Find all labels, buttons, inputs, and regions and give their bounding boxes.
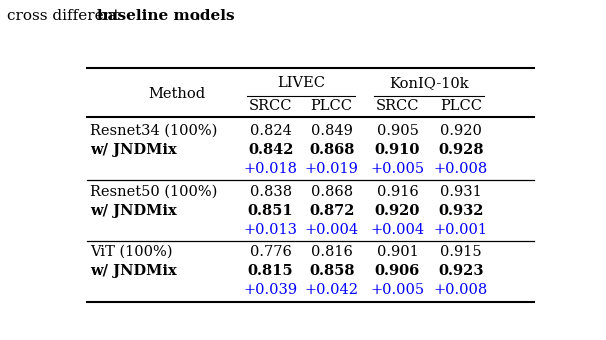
Text: w/ JNDMix: w/ JNDMix [90,264,176,278]
Text: +0.018: +0.018 [244,162,298,176]
Text: +0.039: +0.039 [244,283,298,297]
Text: SRCC: SRCC [376,99,419,113]
Text: 0.920: 0.920 [440,124,482,138]
Text: 0.858: 0.858 [309,264,355,278]
Text: w/ JNDMix: w/ JNDMix [90,204,176,218]
Text: baseline models: baseline models [97,8,235,22]
Text: 0.932: 0.932 [438,204,484,218]
Text: 0.910: 0.910 [375,143,420,157]
Text: 0.868: 0.868 [309,143,355,157]
Text: 0.905: 0.905 [376,124,418,138]
Text: cross different: cross different [7,8,125,22]
Text: LIVEC: LIVEC [277,76,325,90]
Text: 0.842: 0.842 [248,143,293,157]
Text: +0.008: +0.008 [434,162,488,176]
Text: 0.915: 0.915 [440,245,482,259]
Text: 0.901: 0.901 [376,245,418,259]
Text: 0.824: 0.824 [250,124,291,138]
Text: 0.815: 0.815 [248,264,293,278]
Text: 0.849: 0.849 [311,124,353,138]
Text: +0.042: +0.042 [305,283,359,297]
Text: 0.816: 0.816 [311,245,353,259]
Text: 0.868: 0.868 [311,185,353,199]
Text: 0.838: 0.838 [250,185,291,199]
Text: +0.013: +0.013 [244,223,298,237]
Text: 0.851: 0.851 [248,204,293,218]
Text: 0.906: 0.906 [375,264,420,278]
Text: 0.920: 0.920 [375,204,420,218]
Text: KonIQ-10k: KonIQ-10k [389,76,468,90]
Text: .: . [195,8,200,22]
Text: 0.923: 0.923 [438,264,484,278]
Text: 0.776: 0.776 [250,245,291,259]
Text: +0.005: +0.005 [370,162,425,176]
Text: +0.004: +0.004 [370,223,425,237]
Text: Method: Method [148,87,205,101]
Text: Resnet34 (100%): Resnet34 (100%) [90,124,217,138]
Text: 0.931: 0.931 [440,185,482,199]
Text: SRCC: SRCC [249,99,293,113]
Text: PLCC: PLCC [440,99,482,113]
Text: +0.005: +0.005 [370,283,425,297]
Text: Resnet50 (100%): Resnet50 (100%) [90,185,217,199]
Text: PLCC: PLCC [311,99,353,113]
Text: ViT (100%): ViT (100%) [90,245,172,259]
Text: +0.004: +0.004 [305,223,359,237]
Text: 0.928: 0.928 [438,143,484,157]
Text: +0.001: +0.001 [434,223,488,237]
Text: 0.872: 0.872 [309,204,355,218]
Text: +0.019: +0.019 [305,162,359,176]
Text: 0.916: 0.916 [376,185,418,199]
Text: w/ JNDMix: w/ JNDMix [90,143,176,157]
Text: +0.008: +0.008 [434,283,488,297]
